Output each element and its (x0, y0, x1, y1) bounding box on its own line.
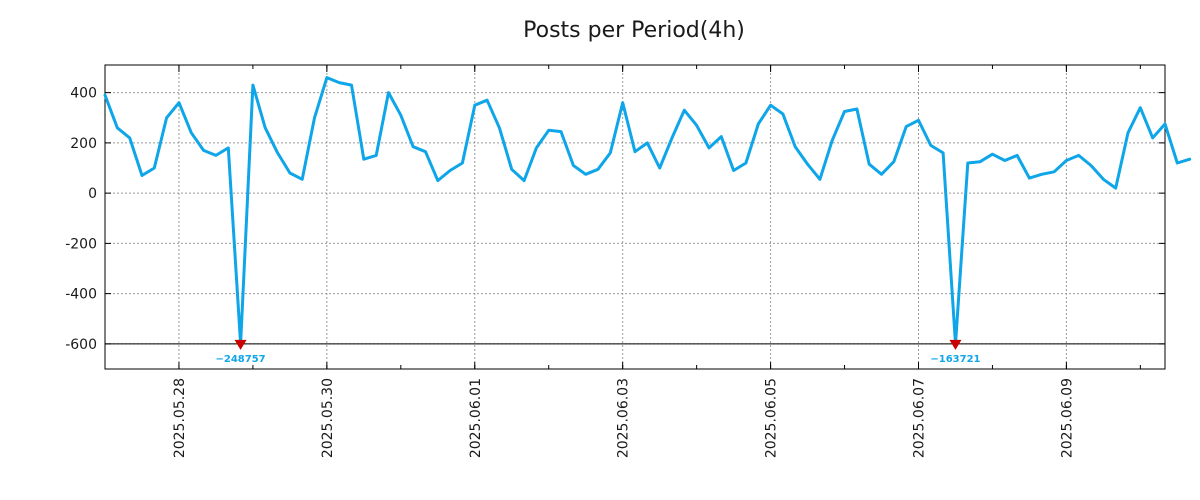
x-tick-label: 2025.05.28 (172, 378, 188, 458)
x-tick-label: 2025.06.05 (764, 378, 780, 458)
y-tick-label: 200 (70, 136, 97, 152)
y-tick-label: -400 (65, 287, 97, 303)
annotation-label: −248757 (216, 354, 266, 365)
series (103, 76, 1192, 346)
y-tick-label: -200 (65, 236, 97, 252)
y-tick-label: 0 (88, 186, 97, 202)
grid (105, 65, 1165, 369)
x-tick-label: 2025.06.01 (468, 378, 484, 458)
x-tick-label: 2025.06.07 (911, 378, 927, 458)
x-tick-label: 2025.06.09 (1059, 378, 1075, 458)
x-axis: 2025.05.28 2025.05.30 2025.06.01 2025.06.03… (104, 65, 1141, 458)
clip-marker-icon (234, 339, 247, 350)
y-tick-label: -600 (65, 337, 97, 353)
plot-area (104, 64, 1166, 370)
y-axis: 400 200 0 -200 -400 -600 (65, 86, 1165, 353)
x-tick-label: 2025.06.03 (616, 378, 632, 458)
annotation-label: −163721 (930, 354, 980, 365)
annotations: −248757 −163721 (216, 339, 981, 365)
chart-title: Posts per Period(4h) (523, 18, 745, 43)
clip-marker-icon (949, 339, 962, 350)
x-tick-label: 2025.05.30 (320, 378, 336, 458)
y-tick-label: 400 (70, 86, 97, 102)
series-line-posts (103, 76, 1192, 346)
